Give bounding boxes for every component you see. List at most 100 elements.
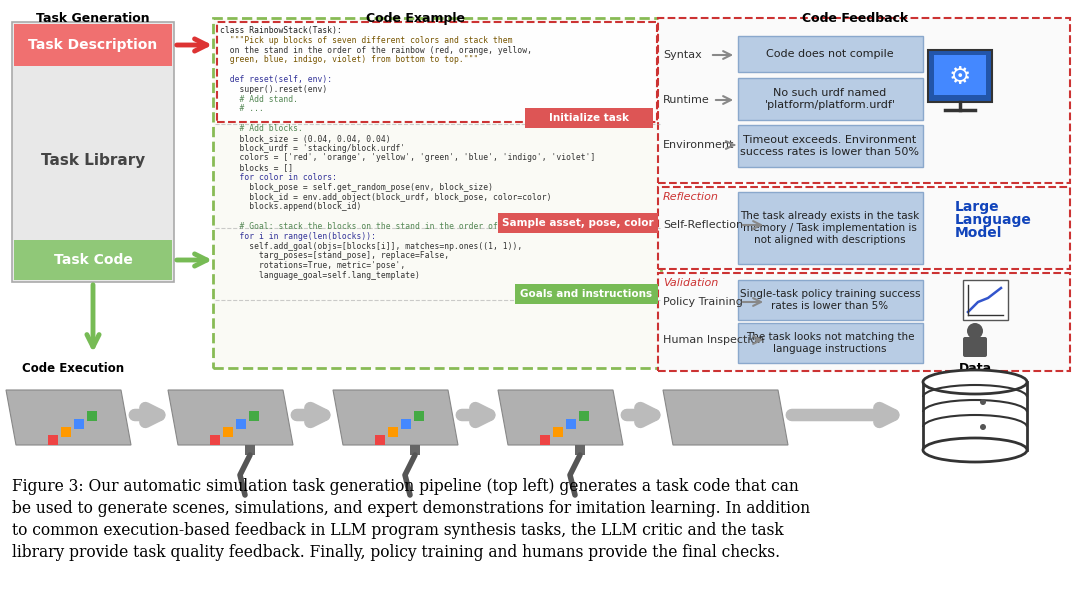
Bar [12, 22, 174, 282]
Text: language_goal=self.lang_template): language_goal=self.lang_template) [220, 271, 420, 280]
Circle shape [967, 323, 983, 339]
Circle shape [980, 399, 986, 405]
Polygon shape [333, 390, 458, 445]
Text: Self-Reflection: Self-Reflection [663, 220, 743, 230]
Text: Sample asset, pose, color: Sample asset, pose, color [502, 218, 653, 228]
Text: block_urdf = 'stacking/block.urdf': block_urdf = 'stacking/block.urdf' [220, 144, 405, 153]
Text: to common execution-based feedback in LLM program synthesis tasks, the LLM criti: to common execution-based feedback in LL… [12, 522, 784, 539]
Bar [249, 411, 259, 421]
Text: Code Feedback: Code Feedback [801, 12, 908, 25]
Text: colors = ['red', 'orange', 'yellow', 'green', 'blue', 'indigo', 'violet']: colors = ['red', 'orange', 'yellow', 'gr… [220, 153, 595, 162]
Bar [934, 55, 986, 95]
Bar [579, 411, 589, 421]
Text: block_size = (0.04, 0.04, 0.04): block_size = (0.04, 0.04, 0.04) [220, 134, 391, 143]
Polygon shape [663, 390, 788, 445]
Text: block_pose = self.get_random_pose(env, block_size): block_pose = self.get_random_pose(env, b… [220, 183, 492, 192]
Text: No such urdf named
'platform/platform.urdf': No such urdf named 'platform/platform.ur… [765, 88, 895, 110]
Bar [738, 78, 923, 120]
Bar [245, 445, 255, 455]
Text: Goals and instructions: Goals and instructions [519, 289, 652, 299]
Text: on the stand in the order of the rainbow (red, orange, yellow,: on the stand in the order of the rainbow… [220, 46, 532, 55]
Text: def reset(self, env):: def reset(self, env): [220, 75, 333, 84]
Text: # Add stand.: # Add stand. [220, 95, 298, 104]
Text: Figure 3: Our automatic simulation task generation pipeline (top left) generates: Figure 3: Our automatic simulation task … [12, 478, 799, 495]
Bar [375, 435, 384, 445]
Bar [410, 445, 420, 455]
Bar [498, 213, 658, 233]
Text: The task looks not matching the
language instructions: The task looks not matching the language… [746, 332, 915, 354]
Text: block_id = env.add_object(block_urdf, block_pose, color=color): block_id = env.add_object(block_urdf, bl… [220, 192, 552, 201]
Text: Single-task policy training success
rates is lower than 5%: Single-task policy training success rate… [740, 289, 920, 311]
Text: Code Example: Code Example [365, 12, 464, 25]
Text: Language: Language [955, 213, 1031, 227]
Text: blocks.append(block_id): blocks.append(block_id) [220, 203, 362, 212]
Bar [237, 419, 246, 429]
Bar [14, 24, 172, 66]
Text: self.add_goal(objs=[blocks[i]], matches=np.ones((1, 1)),: self.add_goal(objs=[blocks[i]], matches=… [220, 242, 523, 251]
Bar [540, 435, 550, 445]
Text: # Add blocks.: # Add blocks. [220, 124, 302, 133]
Bar [566, 419, 576, 429]
Polygon shape [168, 390, 293, 445]
Text: Data: Data [958, 362, 991, 375]
Text: Environment: Environment [663, 140, 734, 150]
Bar [928, 50, 993, 102]
Ellipse shape [923, 370, 1027, 394]
Text: library provide task quality feedback. Finally, policy training and humans provi: library provide task quality feedback. F… [12, 544, 780, 561]
Text: Policy Training: Policy Training [663, 297, 743, 307]
Text: green, blue, indigo, violet) from bottom to top.""": green, blue, indigo, violet) from bottom… [220, 55, 478, 65]
Bar [388, 427, 399, 437]
Bar [738, 192, 923, 264]
Bar [525, 108, 653, 128]
FancyBboxPatch shape [963, 337, 987, 357]
Bar [575, 445, 585, 455]
Bar [401, 419, 411, 429]
Text: Task Code: Task Code [54, 253, 133, 267]
Text: for i in range(len(blocks)):: for i in range(len(blocks)): [220, 232, 376, 241]
Bar [658, 273, 1070, 371]
Text: # Goal: stack the blocks on the stand in the order of the rainbow from bottom to: # Goal: stack the blocks on the stand in… [220, 222, 653, 231]
Ellipse shape [923, 438, 1027, 462]
Bar [213, 18, 661, 368]
Circle shape [980, 424, 986, 430]
Text: Task Library: Task Library [41, 153, 145, 168]
Text: super().reset(env): super().reset(env) [220, 85, 327, 94]
Text: Code does not compile: Code does not compile [766, 49, 894, 59]
Bar [658, 18, 1070, 183]
Text: Validation: Validation [663, 278, 718, 288]
Text: be used to generate scenes, simulations, and expert demonstrations for imitation: be used to generate scenes, simulations,… [12, 500, 810, 517]
Bar [75, 419, 84, 429]
Text: Code Execution: Code Execution [22, 362, 124, 375]
Bar [738, 323, 923, 363]
Text: Task Generation: Task Generation [37, 12, 150, 25]
Text: The task already exists in the task
memory / Task implementation is
not aligned : The task already exists in the task memo… [741, 212, 920, 245]
Bar [738, 36, 923, 72]
Text: Syntax: Syntax [663, 50, 702, 60]
Bar [658, 187, 1070, 269]
Text: ⚙: ⚙ [949, 65, 971, 89]
Text: rotations=True, metric='pose',: rotations=True, metric='pose', [220, 261, 405, 270]
Polygon shape [6, 390, 131, 445]
Text: for color in colors:: for color in colors: [220, 173, 337, 182]
Bar [217, 22, 657, 122]
Bar [515, 284, 658, 304]
Bar [963, 280, 1008, 320]
Text: Model: Model [955, 226, 1002, 240]
Text: Runtime: Runtime [663, 95, 710, 105]
Bar [87, 411, 97, 421]
Bar [923, 382, 1027, 450]
Text: blocks = []: blocks = [] [220, 163, 293, 172]
Polygon shape [498, 390, 623, 445]
Bar [738, 125, 923, 167]
Bar [48, 435, 58, 445]
Text: Reflection: Reflection [663, 192, 719, 202]
Text: Large: Large [955, 200, 1000, 214]
Bar [414, 411, 424, 421]
Text: Initialize task: Initialize task [549, 113, 629, 123]
Bar [222, 427, 233, 437]
Bar [738, 280, 923, 320]
Text: """Pick up blocks of seven different colors and stack them: """Pick up blocks of seven different col… [220, 36, 513, 45]
Text: class RainbowStack(Task):: class RainbowStack(Task): [220, 26, 342, 35]
Bar [553, 427, 563, 437]
Text: Timeout exceeds. Environment
success rates is lower than 50%: Timeout exceeds. Environment success rat… [741, 135, 919, 157]
